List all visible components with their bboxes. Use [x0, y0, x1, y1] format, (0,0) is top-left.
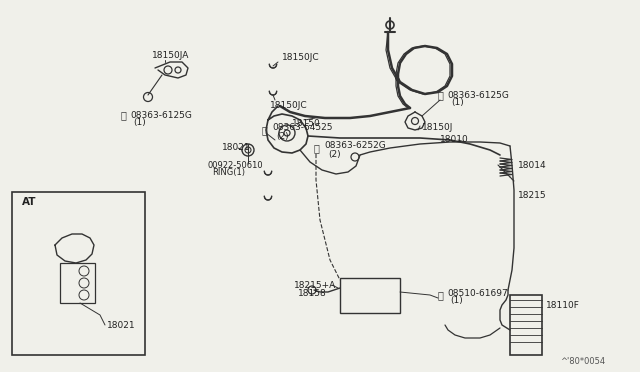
- Bar: [340, 278, 400, 313]
- Text: 18215+A: 18215+A: [294, 280, 336, 289]
- Text: 08363-6125G: 08363-6125G: [130, 110, 192, 119]
- Text: 18021: 18021: [107, 321, 136, 330]
- Text: 18158: 18158: [298, 289, 327, 298]
- Text: Ⓢ: Ⓢ: [437, 290, 443, 300]
- Bar: [510, 295, 542, 355]
- Text: 18150: 18150: [292, 119, 321, 128]
- Text: (1): (1): [451, 99, 464, 108]
- Text: 08363-64525: 08363-64525: [272, 124, 333, 132]
- Text: 18215: 18215: [518, 190, 547, 199]
- Text: 08363-6125G: 08363-6125G: [447, 90, 509, 99]
- Text: 18150J: 18150J: [422, 124, 453, 132]
- Text: Ⓢ: Ⓢ: [437, 90, 443, 100]
- Text: Ⓢ: Ⓢ: [313, 143, 319, 153]
- Text: 08363-6252G: 08363-6252G: [324, 141, 386, 151]
- Text: (1): (1): [133, 119, 146, 128]
- Text: 08510-61697: 08510-61697: [447, 289, 508, 298]
- Text: (2): (2): [328, 150, 340, 158]
- Text: AT: AT: [22, 197, 36, 207]
- Text: 18021: 18021: [222, 144, 251, 153]
- Text: ^'80*0054: ^'80*0054: [560, 357, 605, 366]
- Text: (1): (1): [450, 296, 463, 305]
- Text: 18010: 18010: [440, 135, 468, 144]
- Bar: [12, 192, 145, 355]
- Text: 00922-50610: 00922-50610: [208, 160, 264, 170]
- Text: 18150JC: 18150JC: [270, 102, 308, 110]
- Text: RING(1): RING(1): [212, 169, 245, 177]
- Text: Ⓢ: Ⓢ: [261, 125, 267, 135]
- Text: Ⓢ: Ⓢ: [120, 110, 126, 120]
- Text: 18014: 18014: [518, 160, 547, 170]
- Bar: [60, 263, 95, 303]
- Text: (2): (2): [276, 131, 289, 141]
- Text: 18150JA: 18150JA: [152, 51, 189, 61]
- Text: 18110F: 18110F: [546, 301, 580, 310]
- Text: 18150JC: 18150JC: [282, 54, 319, 62]
